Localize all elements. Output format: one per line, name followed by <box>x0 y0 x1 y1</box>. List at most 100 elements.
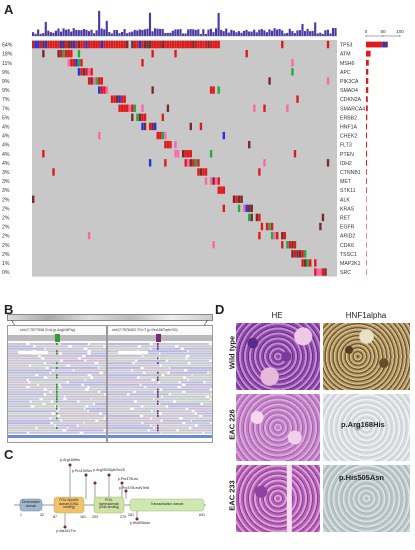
cell-tp53 <box>202 40 205 49</box>
igv-variant-base <box>157 388 159 391</box>
igv-read <box>169 371 208 374</box>
ihc-wild-type-image <box>323 323 410 390</box>
gene-label-map2k1: MAP2K1 <box>340 261 361 267</box>
gene-frequency-bars <box>366 41 388 275</box>
igv-softclip <box>18 351 48 354</box>
sample-count-bar <box>288 28 291 36</box>
sample-count-bar <box>255 32 258 36</box>
freq-bar-alk <box>366 196 367 203</box>
freq-bar-met <box>366 178 367 184</box>
cell-met <box>204 177 208 185</box>
freq-bar-smarca4 <box>366 105 368 112</box>
igv-read <box>139 350 188 353</box>
cell-tp53 <box>82 40 86 49</box>
igv-variant-base <box>157 412 159 415</box>
cell-tp53 <box>169 40 172 49</box>
igv-read <box>46 393 104 396</box>
igv-read <box>59 407 85 410</box>
cell-pik3ca <box>87 77 91 85</box>
igv-variant-base <box>157 427 159 429</box>
cell-cdkn2a <box>123 95 126 103</box>
igv-read <box>60 343 88 345</box>
igv-read <box>8 379 27 381</box>
igv-read <box>8 393 44 396</box>
cell-map2k1 <box>306 259 309 267</box>
cell-tp53 <box>39 40 43 49</box>
cell-tp53 <box>59 40 63 49</box>
cell-tp53 <box>115 40 119 49</box>
gene-label-met: MET <box>340 179 352 185</box>
igv-read <box>85 407 106 410</box>
cell-tp53 <box>138 40 142 49</box>
sample-count-bar <box>319 32 322 36</box>
cell-cdkn2a <box>115 95 119 103</box>
igv-read <box>90 352 106 355</box>
cell-tp53 <box>181 40 185 49</box>
igv-read <box>108 395 162 398</box>
igv-read <box>143 405 166 408</box>
sample-count-bar <box>120 31 124 36</box>
igv-variant-base <box>157 395 159 398</box>
cell-tp53 <box>164 40 167 49</box>
cell-tp53 <box>87 40 91 49</box>
igv-read <box>167 359 210 362</box>
igv-variant-base <box>157 347 159 350</box>
freq-bar-egfr <box>366 223 367 230</box>
domain-label-pou-homeodomain: POU-homeodomain (DNA-binding) <box>98 498 120 510</box>
igv-left-variant-mark <box>55 334 60 342</box>
igv-right-reads <box>108 343 212 438</box>
igv-variant-base <box>157 376 159 379</box>
cell-tp53 <box>217 40 220 49</box>
igv-read <box>154 398 210 401</box>
cell-tp53 <box>204 40 208 49</box>
igv-read <box>8 376 44 379</box>
igv-read <box>37 427 67 429</box>
cell-smad4 <box>98 86 101 94</box>
cell-msh6 <box>67 59 70 67</box>
cell-tp53 <box>194 40 198 49</box>
cell-tp53 <box>161 40 165 49</box>
cell-tp53 <box>171 40 175 49</box>
cell-atm <box>65 49 68 58</box>
igv-read <box>8 412 52 415</box>
sample-count-bar <box>103 29 106 36</box>
igv-read <box>182 417 212 420</box>
sample-count-bar <box>291 31 294 36</box>
cell-met <box>212 177 215 185</box>
sample-count-bar <box>283 33 286 36</box>
sample-count-bar <box>232 30 235 36</box>
sample-count-bar <box>176 29 180 36</box>
cell-src <box>314 268 317 276</box>
sample-count-bar <box>171 30 174 36</box>
igv-read <box>162 395 206 398</box>
cell-apc <box>82 68 86 76</box>
cell-flt3 <box>164 140 167 149</box>
igv-variant-base <box>157 400 159 403</box>
sample-count-bar <box>227 32 230 36</box>
sample-count-bar <box>197 29 200 36</box>
igv-read <box>95 403 106 405</box>
sample-count-bar <box>59 31 63 36</box>
per-sample-count-bars <box>32 10 337 37</box>
igv-read <box>108 345 138 348</box>
gene-label-arid2: ARID2 <box>340 234 355 240</box>
cell-tp53 <box>197 40 200 49</box>
sample-count-bar <box>128 32 131 36</box>
cell-egfr <box>270 222 274 231</box>
percent-label-chek2: 4% <box>2 134 10 140</box>
sample-count-bar <box>174 29 177 36</box>
cell-hnf1a <box>151 122 154 131</box>
igv-read <box>170 367 212 369</box>
ihc-eac-233-image: p.His505Asn <box>323 465 410 532</box>
igv-read <box>108 400 134 403</box>
igv-read <box>8 395 64 398</box>
cell-apc <box>77 68 81 76</box>
igv-read <box>162 419 191 422</box>
sample-count-bar <box>151 31 154 36</box>
igv-variant-base <box>157 343 159 345</box>
cell-tp53 <box>281 40 284 49</box>
cell-tp53 <box>166 40 170 49</box>
sample-count-bar <box>90 29 93 36</box>
igv-read <box>162 388 210 391</box>
cell-smarca4 <box>286 104 289 112</box>
